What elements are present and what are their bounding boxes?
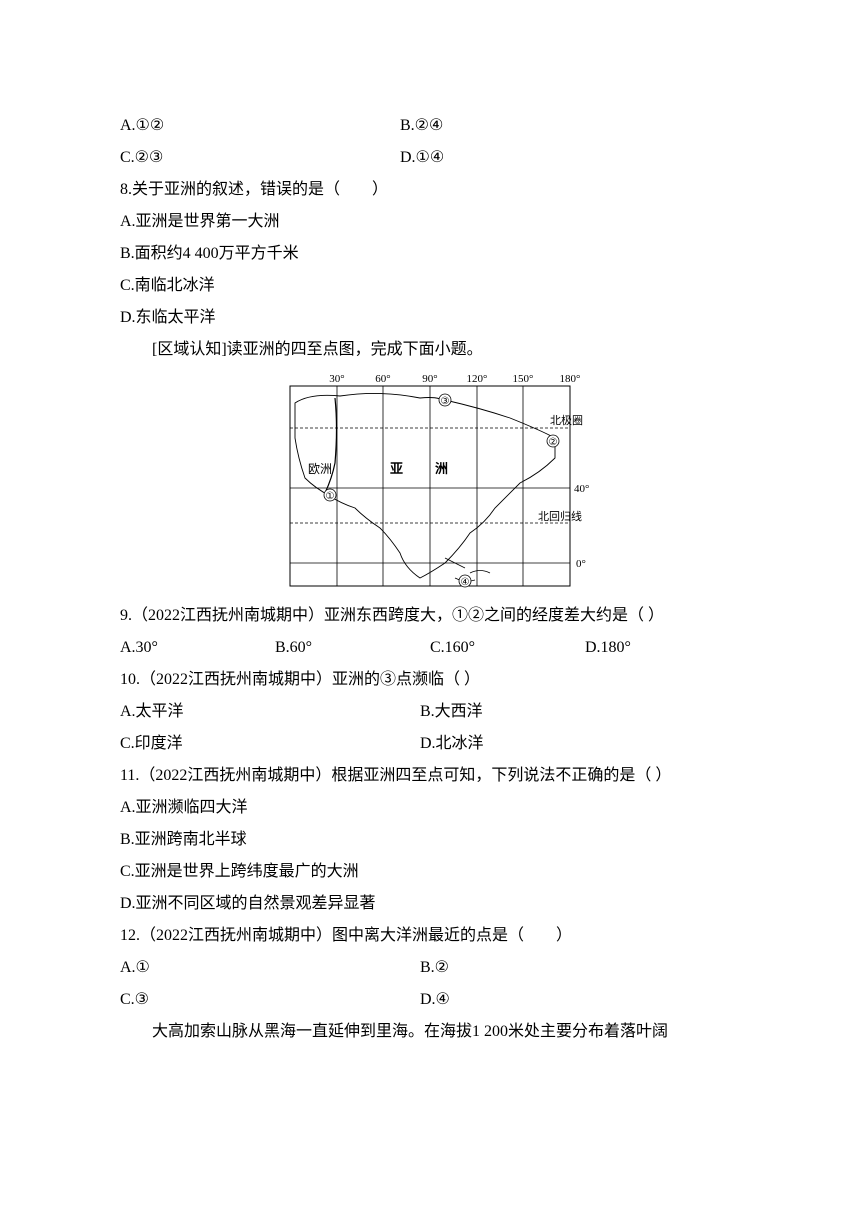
point-1: ① bbox=[326, 491, 335, 502]
q12-option-c: C.③ bbox=[120, 984, 420, 1016]
point-2: ② bbox=[549, 437, 558, 448]
q8-option-c: C.南临北冰洋 bbox=[120, 270, 740, 302]
q10-option-d: D.北冰洋 bbox=[420, 728, 720, 760]
lat-label-0: 0° bbox=[576, 558, 586, 570]
q7-option-d: D.①④ bbox=[400, 142, 700, 174]
q9-option-b: B.60° bbox=[275, 632, 430, 664]
q10-option-c: C.印度洋 bbox=[120, 728, 420, 760]
q7-option-b: B.②④ bbox=[400, 110, 700, 142]
q8-option-a: A.亚洲是世界第一大洲 bbox=[120, 206, 740, 238]
lon-label-90: 90° bbox=[422, 373, 437, 385]
lon-label-150: 150° bbox=[513, 373, 534, 385]
q8-stem: 8.关于亚洲的叙述，错误的是（ ） bbox=[120, 174, 740, 206]
q10-row2: C.印度洋 D.北冰洋 bbox=[120, 728, 740, 760]
q9-option-a: A.30° bbox=[120, 632, 275, 664]
q12-row1: A.① B.② bbox=[120, 952, 740, 984]
asia-map-figure: 30° 60° 90° 120° 150° 180° 北极圈 40° 北回归线 … bbox=[120, 368, 740, 598]
point-4: ④ bbox=[461, 577, 470, 588]
q9-options: A.30° B.60° C.160° D.180° bbox=[120, 632, 740, 664]
lon-label-60: 60° bbox=[375, 373, 390, 385]
label-europe: 欧洲 bbox=[308, 462, 332, 476]
lat-label-arctic: 北极圈 bbox=[550, 413, 583, 427]
q7-option-c: C.②③ bbox=[120, 142, 400, 174]
q9-stem: 9.（2022江西抚州南城期中）亚洲东西跨度大，①②之间的经度差大约是（ ） bbox=[120, 600, 740, 632]
q10-option-a: A.太平洋 bbox=[120, 696, 420, 728]
q9-option-d: D.180° bbox=[585, 632, 740, 664]
q8-option-b: B.面积约4 400万平方千米 bbox=[120, 238, 740, 270]
footer-paragraph: 大高加索山脉从黑海一直延伸到里海。在海拔1 200米处主要分布着落叶阔 bbox=[120, 1016, 740, 1048]
q9-option-c: C.160° bbox=[430, 632, 585, 664]
q12-row2: C.③ D.④ bbox=[120, 984, 740, 1016]
q7-options-row2: C.②③ D.①④ bbox=[120, 142, 740, 174]
q11-stem: 11.（2022江西抚州南城期中）根据亚洲四至点可知，下列说法不正确的是（ ） bbox=[120, 760, 740, 792]
q12-option-a: A.① bbox=[120, 952, 420, 984]
point-3: ③ bbox=[441, 396, 450, 407]
q11-option-c: C.亚洲是世界上跨纬度最广的大洲 bbox=[120, 856, 740, 888]
lon-label-180: 180° bbox=[560, 373, 581, 385]
q12-option-d: D.④ bbox=[420, 984, 720, 1016]
q7-option-a: A.①② bbox=[120, 110, 400, 142]
label-asia-left: 亚 bbox=[390, 461, 403, 476]
q8-option-d: D.东临太平洋 bbox=[120, 302, 740, 334]
lon-label-120: 120° bbox=[467, 373, 488, 385]
q11-option-b: B.亚洲跨南北半球 bbox=[120, 824, 740, 856]
asia-map-svg: 30° 60° 90° 120° 150° 180° 北极圈 40° 北回归线 … bbox=[270, 368, 590, 598]
lat-label-tropic: 北回归线 bbox=[538, 509, 582, 523]
q12-stem: 12.（2022江西抚州南城期中）图中离大洋洲最近的点是（ ） bbox=[120, 920, 740, 952]
q11-option-a: A.亚洲濒临四大洋 bbox=[120, 792, 740, 824]
map-intro: [区域认知]读亚洲的四至点图，完成下面小题。 bbox=[120, 334, 740, 366]
q11-option-d: D.亚洲不同区域的自然景观差异显著 bbox=[120, 888, 740, 920]
q10-row1: A.太平洋 B.大西洋 bbox=[120, 696, 740, 728]
q10-option-b: B.大西洋 bbox=[420, 696, 720, 728]
q10-stem: 10.（2022江西抚州南城期中）亚洲的③点濒临（ ） bbox=[120, 664, 740, 696]
lat-label-40: 40° bbox=[574, 483, 589, 495]
q7-options-row1: A.①② B.②④ bbox=[120, 110, 740, 142]
q12-option-b: B.② bbox=[420, 952, 720, 984]
lon-label-30: 30° bbox=[329, 373, 344, 385]
label-asia-right: 洲 bbox=[435, 461, 448, 476]
